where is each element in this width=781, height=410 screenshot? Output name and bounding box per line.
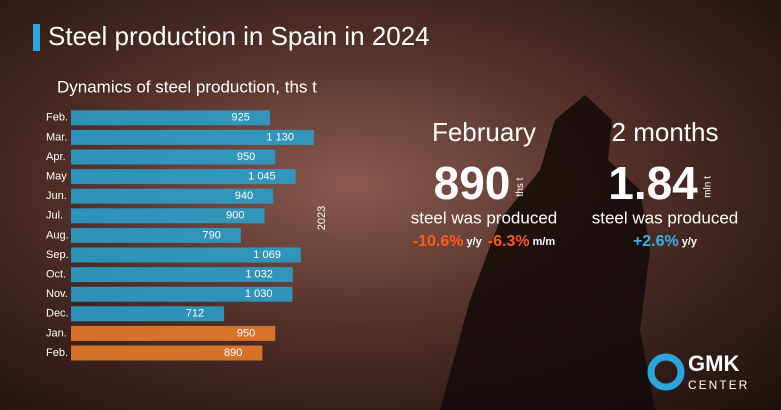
logo-name: GMK (688, 351, 739, 376)
change-label: y/y (466, 236, 482, 248)
bar (71, 129, 314, 145)
change-value: +2.6% (633, 233, 679, 250)
logo-icon (647, 353, 685, 391)
value-label: 790 (202, 229, 220, 241)
value-label: 1 045 (248, 171, 276, 183)
value-label: 1 130 (266, 131, 294, 143)
stat-caption: steel was produced (411, 208, 557, 227)
bar (71, 247, 301, 263)
bar (71, 169, 296, 185)
change-label: m/m (533, 236, 556, 248)
value-label: 1 032 (245, 269, 273, 281)
stat-value: 890 (434, 157, 511, 209)
bar (71, 208, 265, 224)
value-label: 1 030 (245, 288, 273, 300)
logo: GMK CENTER (647, 351, 749, 392)
category-label: Dec. (46, 308, 69, 320)
category-label: Apr. (46, 151, 66, 163)
value-label: 950 (237, 151, 255, 163)
bar (71, 227, 241, 243)
stat-value: 1.84 (608, 157, 698, 209)
category-label: Aug. (46, 229, 69, 241)
value-label: 890 (224, 347, 242, 359)
stat-heading: February (432, 117, 536, 147)
bar (71, 325, 276, 341)
change-value: -10.6% (413, 233, 464, 250)
category-label: May (46, 171, 67, 183)
value-label: 925 (232, 112, 250, 124)
bar (71, 267, 293, 283)
bar (71, 286, 293, 302)
stat-unit: ths t (515, 177, 526, 196)
stat-caption: steel was produced (592, 208, 738, 227)
logo-sub: CENTER (688, 378, 749, 392)
bar (71, 188, 274, 204)
stat-changes: -10.6% y/y -6.3% m/m (413, 233, 556, 250)
bar (71, 149, 276, 165)
group-label: 2023 (316, 206, 328, 230)
value-label: 712 (186, 308, 204, 320)
category-label: Nov. (46, 288, 68, 300)
category-label: Jan. (46, 327, 67, 339)
category-label: Mar. (46, 131, 67, 143)
bar (71, 110, 270, 126)
category-label: Feb. (46, 112, 68, 124)
category-label: Feb. (46, 347, 68, 359)
bar (71, 306, 225, 322)
stat-changes: +2.6% y/y (633, 233, 698, 250)
subtitle: Dynamics of steel production, ths t (57, 77, 317, 96)
category-label: Oct. (46, 269, 66, 281)
title: Steel production in Spain in 2024 (48, 21, 430, 51)
silhouette (440, 95, 655, 410)
category-label: Jul. (46, 210, 63, 222)
bar (71, 345, 263, 361)
stat-heading: 2 months (612, 117, 719, 147)
change-label: y/y (682, 236, 698, 248)
value-label: 950 (237, 327, 255, 339)
value-label: 940 (235, 190, 253, 202)
change-value: -6.3% (488, 233, 530, 250)
category-label: Jun. (46, 190, 67, 202)
value-label: 900 (226, 210, 244, 222)
value-label: 1 069 (253, 249, 281, 261)
stat-unit: mln t (702, 176, 713, 198)
title-accent (33, 24, 40, 51)
category-label: Sep. (46, 249, 69, 261)
